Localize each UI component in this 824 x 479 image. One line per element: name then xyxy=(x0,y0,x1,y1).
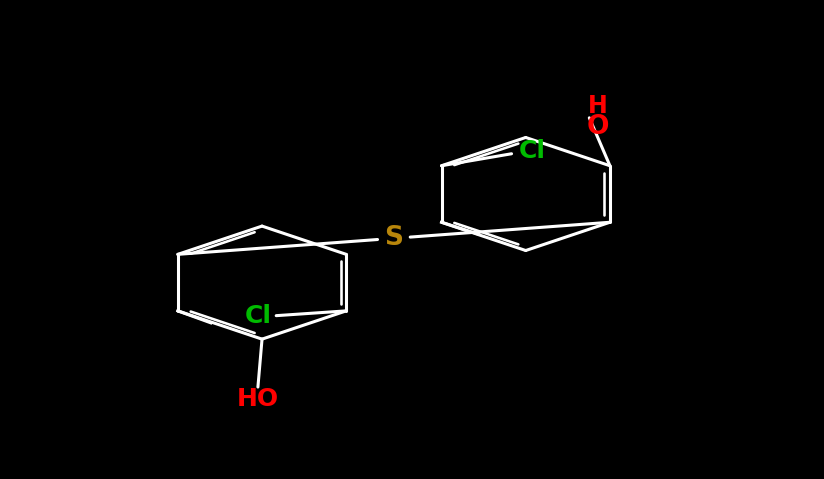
Text: O: O xyxy=(587,114,609,140)
Text: HO: HO xyxy=(236,387,279,411)
Text: H: H xyxy=(588,94,607,118)
Text: Cl: Cl xyxy=(245,304,272,328)
Text: S: S xyxy=(384,225,404,251)
Text: Cl: Cl xyxy=(518,139,545,163)
